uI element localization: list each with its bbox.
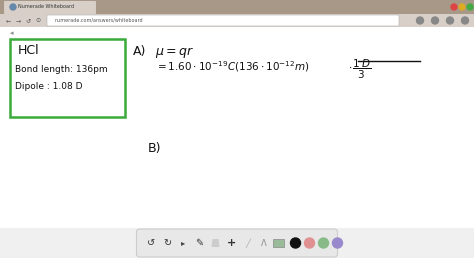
Text: HCl: HCl (18, 44, 40, 57)
Circle shape (431, 17, 438, 24)
Polygon shape (211, 239, 219, 247)
Text: B): B) (148, 142, 162, 155)
Bar (0, 14, 474, 27)
Text: Dipole : 1.08 D: Dipole : 1.08 D (15, 82, 82, 91)
Bar (0, 228, 474, 258)
Text: ↻: ↻ (164, 238, 172, 248)
Text: ◂: ◂ (10, 30, 13, 36)
Circle shape (291, 238, 301, 248)
Text: ╱: ╱ (245, 238, 250, 248)
Circle shape (462, 17, 468, 24)
Circle shape (459, 4, 465, 10)
Text: Numerade Whiteboard: Numerade Whiteboard (18, 4, 74, 10)
Text: ↺: ↺ (26, 18, 31, 23)
Bar (10, 39, 125, 117)
Bar (0, 0, 474, 14)
Circle shape (451, 4, 457, 10)
FancyBboxPatch shape (4, 1, 96, 14)
Text: +: + (227, 238, 236, 248)
Circle shape (467, 4, 473, 10)
Text: numerade.com/answers/whiteboard: numerade.com/answers/whiteboard (55, 18, 144, 23)
Text: ▸: ▸ (182, 238, 186, 247)
Text: ←: ← (5, 18, 10, 23)
Text: ⊙: ⊙ (36, 18, 41, 23)
Text: ↺: ↺ (147, 238, 155, 248)
Circle shape (10, 4, 16, 10)
Bar (0, 27, 474, 228)
Text: $\cdot\,\dfrac{1\,D}{3}$: $\cdot\,\dfrac{1\,D}{3}$ (348, 57, 371, 81)
Circle shape (332, 238, 343, 248)
Text: $= 1.60 \cdot 10^{-19}C(136 \cdot 10^{-12}m)$: $= 1.60 \cdot 10^{-19}C(136 \cdot 10^{-1… (155, 60, 310, 75)
FancyBboxPatch shape (47, 15, 399, 26)
Text: Bond length: 136pm: Bond length: 136pm (15, 65, 108, 74)
Text: →: → (15, 18, 21, 23)
Circle shape (447, 17, 454, 24)
Text: ✎: ✎ (195, 238, 203, 248)
Circle shape (319, 238, 328, 248)
FancyBboxPatch shape (137, 229, 337, 257)
Text: Λ: Λ (261, 238, 266, 247)
FancyBboxPatch shape (273, 239, 284, 247)
Text: A): A) (133, 45, 146, 58)
Text: $\mu = qr$: $\mu = qr$ (155, 45, 194, 60)
Circle shape (417, 17, 423, 24)
Circle shape (304, 238, 315, 248)
